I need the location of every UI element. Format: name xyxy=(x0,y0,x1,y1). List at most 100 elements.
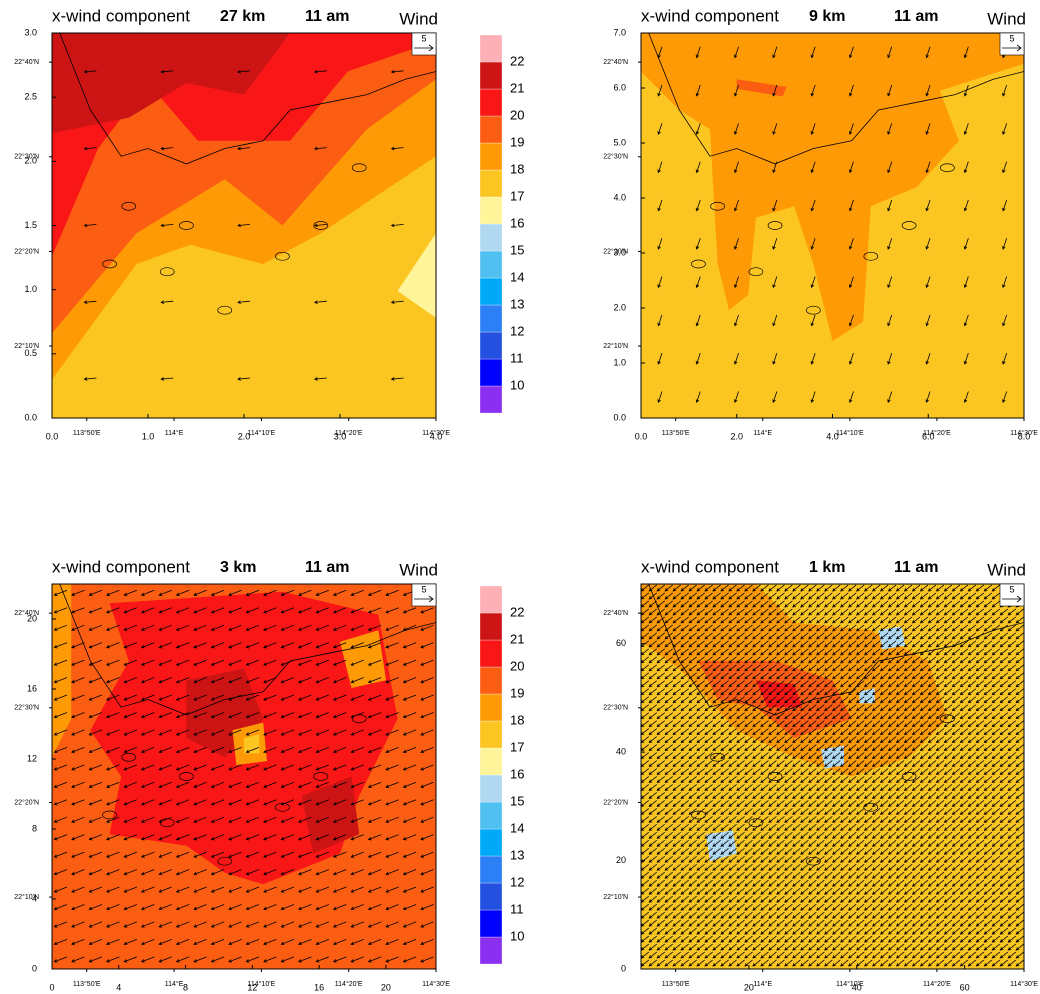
colorbar-swatch xyxy=(480,224,502,251)
colorbar-label: 18 xyxy=(510,161,524,176)
y-tick-label: 1.0 xyxy=(24,284,37,294)
lon-tick-label: 114°30'E xyxy=(1010,980,1038,988)
lat-tick-label: 22°40'N xyxy=(14,58,39,66)
y-tick-label: 40 xyxy=(616,746,626,756)
lon-tick-label: 114°E xyxy=(753,429,772,437)
colorbar-swatch xyxy=(480,721,502,748)
ref-vector-label: 5 xyxy=(421,584,426,594)
y-tick-label: 1.5 xyxy=(24,220,37,230)
colorbar-label: 16 xyxy=(510,766,524,781)
colorbar-swatch xyxy=(480,62,502,89)
colorbar-label: 20 xyxy=(510,107,524,122)
y-tick-label: 1.0 xyxy=(613,357,626,367)
colorbar-label: 17 xyxy=(510,188,524,203)
colorbar-swatch xyxy=(480,197,502,224)
colorbar-label: 15 xyxy=(510,793,524,808)
x-tick-label: 60 xyxy=(960,982,970,992)
lon-tick-label: 114°30'E xyxy=(422,429,450,437)
lat-tick-label: 22°10'N xyxy=(603,342,628,350)
colorbar-label: 12 xyxy=(510,323,524,338)
lat-tick-label: 22°20'N xyxy=(14,247,39,255)
y-tick-label: 12 xyxy=(27,753,37,763)
colorbar-swatch xyxy=(480,775,502,802)
x-tick-label: 0.0 xyxy=(635,431,648,441)
ref-vector-label: 5 xyxy=(421,33,426,43)
colorbar-label: 18 xyxy=(510,712,524,727)
panel-resolution: 1 km xyxy=(809,559,845,576)
lat-tick-label: 22°10'N xyxy=(14,893,39,901)
x-tick-label: 20 xyxy=(744,982,754,992)
colorbar-label: 15 xyxy=(510,242,524,257)
lon-tick-label: 113°50'E xyxy=(73,429,101,437)
colorbar-swatch xyxy=(480,667,502,694)
y-tick-label: 20 xyxy=(616,855,626,865)
lon-tick-label: 113°50'E xyxy=(662,980,690,988)
colorbar-label: 17 xyxy=(510,739,524,754)
colorbar-swatch xyxy=(480,856,502,883)
colorbar-swatch xyxy=(480,748,502,775)
panel-vector-label: Wind xyxy=(987,9,1026,28)
colorbar-label: 19 xyxy=(510,134,524,149)
colorbar-swatch xyxy=(480,937,502,964)
lon-tick-label: 114°10'E xyxy=(836,980,864,988)
ref-vector-label: 5 xyxy=(1009,33,1014,43)
lon-tick-label: 114°E xyxy=(753,980,772,988)
lon-tick-label: 114°E xyxy=(165,429,184,437)
x-tick-label: 8 xyxy=(183,982,188,992)
y-tick-label: 4.0 xyxy=(613,192,626,202)
lon-tick-label: 114°20'E xyxy=(923,429,951,437)
lat-tick-label: 22°20'N xyxy=(603,247,628,255)
ref-vector-label: 5 xyxy=(1009,584,1014,594)
colorbar-swatch xyxy=(480,586,502,613)
lat-tick-label: 22°20'N xyxy=(14,798,39,806)
colorbar-swatch xyxy=(480,613,502,640)
colorbar-label: 21 xyxy=(510,631,524,646)
lon-tick-label: 114°20'E xyxy=(335,980,363,988)
colorbar-label: 19 xyxy=(510,685,524,700)
lon-tick-label: 114°10'E xyxy=(836,429,864,437)
x-tick-label: 2.0 xyxy=(730,431,743,441)
colorbar-label: 11 xyxy=(510,901,524,916)
x-tick-label: 1.0 xyxy=(142,431,155,441)
colorbar-label: 11 xyxy=(510,350,524,365)
plot-area xyxy=(641,584,1024,969)
panel-resolution: 3 km xyxy=(220,559,256,576)
colorbar-label: 13 xyxy=(510,847,524,862)
x-tick-label: 20 xyxy=(381,982,391,992)
colorbar-swatch xyxy=(480,694,502,721)
plot-area xyxy=(641,33,1024,418)
colorbar-swatch xyxy=(480,35,502,62)
x-tick-label: 16 xyxy=(314,982,324,992)
lon-tick-label: 114°30'E xyxy=(422,980,450,988)
lat-tick-label: 22°10'N xyxy=(603,893,628,901)
colorbar-swatch xyxy=(480,305,502,332)
y-tick-label: 0.0 xyxy=(613,412,626,422)
lat-tick-label: 22°10'N xyxy=(14,342,39,350)
lon-tick-label: 114°20'E xyxy=(923,980,951,988)
y-tick-label: 0 xyxy=(32,963,37,973)
y-tick-label: 7.0 xyxy=(613,27,626,37)
colorbar-label: 10 xyxy=(510,928,524,943)
panel-time: 11 am xyxy=(894,8,938,25)
panel-vector-label: Wind xyxy=(987,560,1026,579)
lat-tick-label: 22°20'N xyxy=(603,798,628,806)
colorbar-swatch xyxy=(480,359,502,386)
colorbar-swatch xyxy=(480,640,502,667)
lat-tick-label: 22°40'N xyxy=(14,609,39,617)
colorbar-label: 22 xyxy=(510,604,524,619)
colorbar-label: 21 xyxy=(510,80,524,95)
lon-tick-label: 114°10'E xyxy=(248,429,276,437)
colorbar-swatch xyxy=(480,332,502,359)
colorbar-swatch xyxy=(480,910,502,937)
y-tick-label: 0 xyxy=(621,963,626,973)
lat-tick-label: 22°40'N xyxy=(603,58,628,66)
y-tick-label: 2.5 xyxy=(24,92,37,102)
colorbar-swatch xyxy=(480,251,502,278)
lon-tick-label: 113°50'E xyxy=(73,980,101,988)
y-tick-label: 0.0 xyxy=(24,412,37,422)
panel-time: 11 am xyxy=(305,8,349,25)
colorbar-swatch xyxy=(480,386,502,413)
colorbar-swatch xyxy=(480,89,502,116)
panel-title: x-wind component xyxy=(52,557,190,576)
